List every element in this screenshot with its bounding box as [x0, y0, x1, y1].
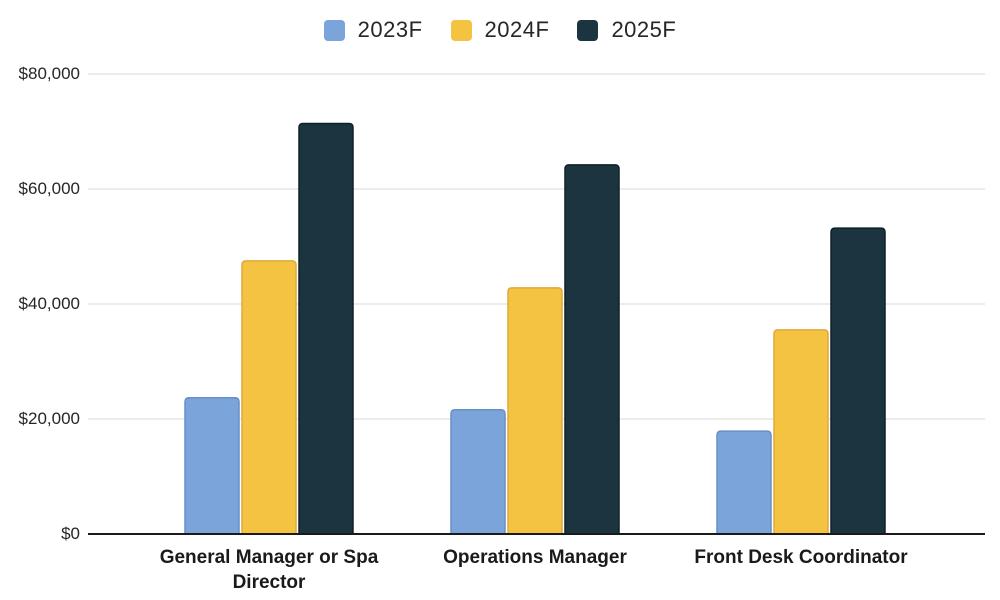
legend-label-2023f: 2023F	[357, 17, 423, 42]
x-axis-category-operations-manager: Operations Manager	[443, 547, 627, 568]
bar-2025F-category-1	[564, 164, 620, 535]
y-axis-label-20000: $20,000	[18, 409, 80, 428]
x-axis-category-front-desk-coordinator: Front Desk Coordinator	[694, 547, 908, 568]
y-axis-label-60000: $60,000	[18, 179, 80, 198]
bar-2023F-category-1	[450, 409, 506, 535]
legend-item-2025f: 2025F	[577, 17, 676, 43]
legend-label-2025f: 2025F	[611, 17, 677, 42]
legend-item-2024f: 2024F	[450, 17, 550, 43]
bar-2023F-category-2	[716, 430, 772, 535]
chart-legend: 2023F 2024F 2025F	[0, 14, 1000, 46]
bar-2023F-category-0	[184, 396, 240, 535]
bar-2025F-category-0	[298, 122, 354, 535]
y-axis-label-40000: $40,000	[18, 294, 80, 313]
y-axis-label-80000: $80,000	[18, 64, 80, 83]
legend-swatch-2025f	[577, 19, 599, 41]
legend-swatch-2024f	[450, 19, 472, 41]
bar-2024F-category-1	[507, 287, 563, 535]
bar-2024F-category-0	[241, 260, 297, 535]
bar-2025F-category-2	[830, 227, 886, 535]
y-axis-label-0: $0	[61, 524, 80, 543]
legend-swatch-2023f	[323, 19, 345, 41]
x-axis-category-general-manager: General Manager or Spa Director	[159, 547, 379, 593]
legend-item-2023f: 2023F	[323, 17, 423, 43]
legend-label-2024f: 2024F	[484, 17, 550, 42]
bar-2024F-category-2	[773, 329, 829, 535]
